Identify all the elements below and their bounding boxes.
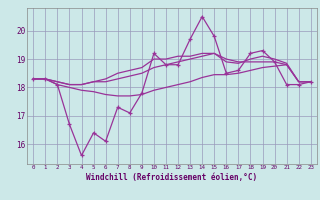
X-axis label: Windchill (Refroidissement éolien,°C): Windchill (Refroidissement éolien,°C) <box>86 173 258 182</box>
